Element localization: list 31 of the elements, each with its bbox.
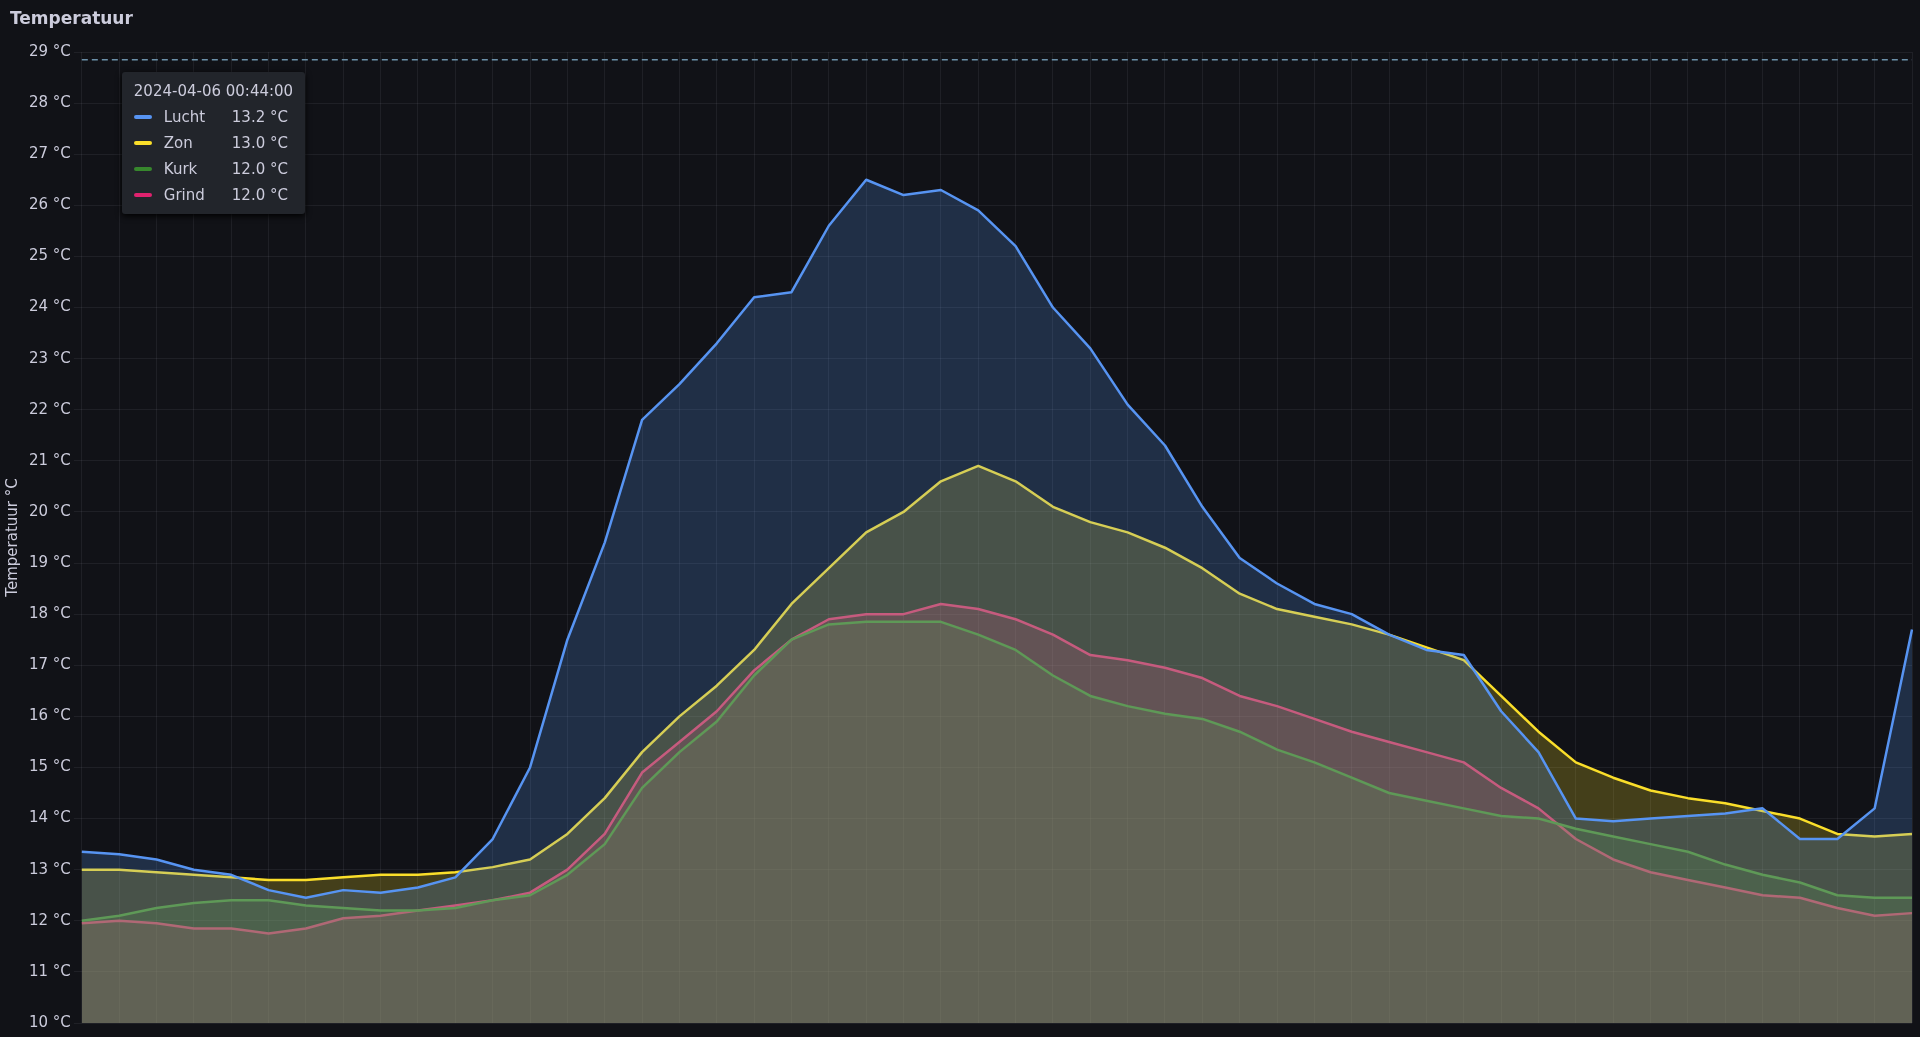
y-tick-label: 27 °C [28,144,71,163]
annotation: 12.0 °C [231,186,288,204]
y-tick-label: 19 °C [28,552,71,571]
y-tick-label: 15 °C [28,757,71,776]
y-tick-label: 17 °C [28,655,71,674]
legend-label: Zon [163,134,194,152]
y-tick-label: 26 °C [28,195,71,214]
annotation: 2024-04-06 00:44:00 [133,82,294,100]
y-tick-label: 18 °C [28,604,71,623]
y-tick-label: 20 °C [28,501,71,520]
y-tick-label: 10 °C [28,1012,71,1031]
y-tick-label: 21 °C [28,450,71,469]
y-tick-label: 29 °C [28,41,71,60]
y-tick-label: 11 °C [28,961,71,980]
y-tick-label: 23 °C [28,348,71,367]
y-tick-label: 24 °C [28,297,71,316]
y-tick-label: 16 °C [28,706,71,725]
chart-title: Temperatuur [10,8,133,28]
y-tick-label: 28 °C [28,93,71,111]
y-tick-label: 13 °C [28,859,71,878]
annotation: 13.2 °C [231,108,288,126]
legend-label: Grind [163,186,206,204]
y-tick-label: 12 °C [28,910,71,929]
y-tick-label: 25 °C [28,246,71,265]
y-tick-label: 14 °C [28,808,71,827]
legend-label: Lucht [163,108,207,126]
y-tick-label: 22 °C [28,399,71,418]
annotation: 12.0 °C [231,160,288,178]
annotation: 13.0 °C [231,134,288,152]
legend-label: Kurk [163,160,199,178]
y-axis-title: Temperatuur °C [2,478,21,598]
